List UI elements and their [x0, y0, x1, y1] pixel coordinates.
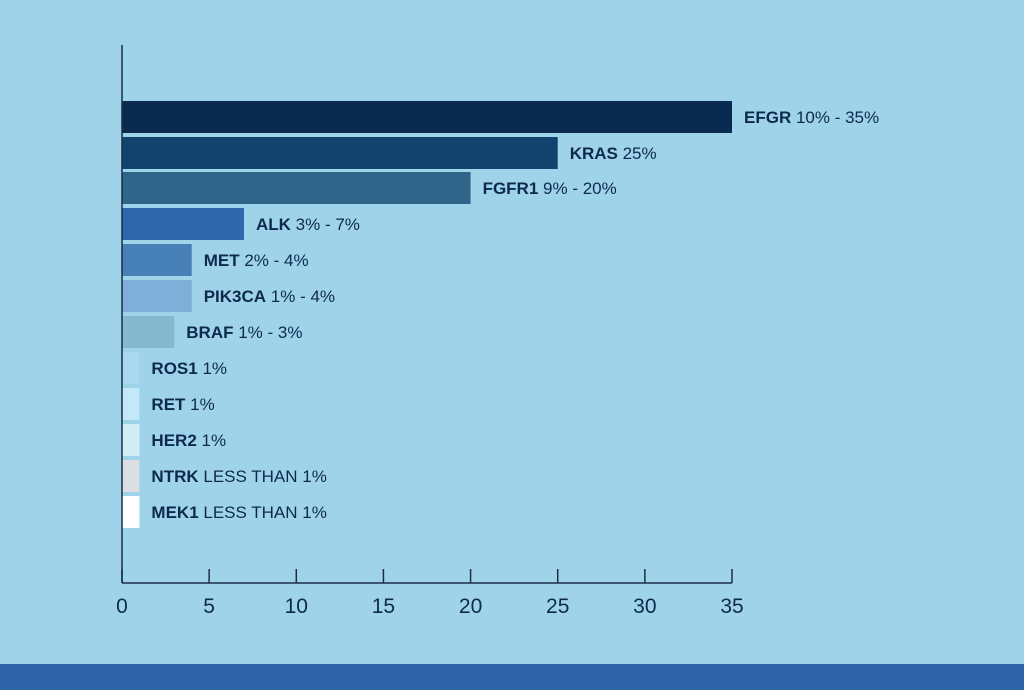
- bar-category-name: RET: [151, 395, 186, 414]
- bar-value-label: LESS THAN 1%: [199, 503, 327, 522]
- bar-her2: [122, 424, 140, 456]
- bar-label-ros1: ROS1 1%: [151, 359, 227, 378]
- bar-ntrk: [122, 460, 140, 492]
- bar-value-label: 1% - 4%: [266, 287, 335, 306]
- bar-ret: [122, 388, 140, 420]
- bar-ros1: [122, 352, 140, 384]
- bar-category-name: MET: [204, 251, 241, 270]
- bar-category-name: ROS1: [151, 359, 197, 378]
- bar-braf: [122, 316, 175, 348]
- bar-value-label: 1%: [185, 395, 214, 414]
- bar-pik3ca: [122, 280, 192, 312]
- x-tick-label-15: 15: [372, 595, 395, 618]
- bar-value-label: 3% - 7%: [291, 215, 360, 234]
- x-tick-label-25: 25: [546, 595, 569, 618]
- x-axis: 0 5 10 15 20 25 30 35: [116, 45, 744, 618]
- x-tick-label-10: 10: [285, 595, 308, 618]
- bar-value-label: LESS THAN 1%: [199, 467, 327, 486]
- bar-label-her2: HER2 1%: [151, 431, 226, 450]
- x-tick-label-20: 20: [459, 595, 482, 618]
- bar-label-met: MET 2% - 4%: [204, 251, 309, 270]
- bar-label-fgfr1: FGFR1 9% - 20%: [483, 179, 617, 198]
- bar-category-name: NTRK: [151, 467, 199, 486]
- bar-alk: [122, 208, 244, 240]
- bar-value-label: 1% - 3%: [234, 323, 303, 342]
- bar-labels-group: EFGR 10% - 35%KRAS 25%FGFR1 9% - 20%ALK …: [151, 108, 879, 522]
- bar-label-braf: BRAF 1% - 3%: [186, 323, 302, 342]
- bar-efgr: [122, 101, 732, 133]
- x-tick-label-30: 30: [633, 595, 656, 618]
- bar-label-alk: ALK 3% - 7%: [256, 215, 360, 234]
- bar-category-name: PIK3CA: [204, 287, 266, 306]
- x-tick-label-5: 5: [203, 595, 215, 618]
- x-tick-label-35: 35: [720, 595, 743, 618]
- bar-category-name: ALK: [256, 215, 292, 234]
- bar-label-ntrk: NTRK LESS THAN 1%: [151, 467, 326, 486]
- bar-category-name: EFGR: [744, 108, 791, 127]
- bar-label-pik3ca: PIK3CA 1% - 4%: [204, 287, 335, 306]
- x-tick-label-0: 0: [116, 595, 128, 618]
- bar-value-label: 1%: [198, 359, 227, 378]
- bar-value-label: 25%: [618, 144, 657, 163]
- bar-value-label: 1%: [197, 431, 226, 450]
- bar-label-mek1: MEK1 LESS THAN 1%: [151, 503, 326, 522]
- bar-label-efgr: EFGR 10% - 35%: [744, 108, 879, 127]
- bar-category-name: HER2: [151, 431, 196, 450]
- bar-category-name: KRAS: [570, 144, 618, 163]
- bar-category-name: MEK1: [151, 503, 198, 522]
- bar-value-label: 10% - 35%: [791, 108, 879, 127]
- bar-met: [122, 244, 192, 276]
- bar-value-label: 9% - 20%: [538, 179, 616, 198]
- bar-kras: [122, 137, 558, 169]
- footer-bar: [0, 664, 1024, 690]
- bar-category-name: FGFR1: [483, 179, 539, 198]
- bar-value-label: 2% - 4%: [240, 251, 309, 270]
- bar-label-ret: RET 1%: [151, 395, 214, 414]
- bar-label-kras: KRAS 25%: [570, 144, 657, 163]
- bar-category-name: BRAF: [186, 323, 233, 342]
- bar-fgfr1: [122, 172, 471, 204]
- bar-mek1: [122, 496, 140, 528]
- bars-group: [122, 101, 732, 528]
